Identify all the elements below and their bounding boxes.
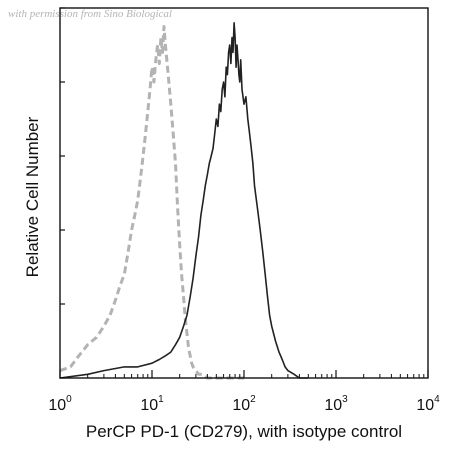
- watermark: with permission from Sino Biological: [8, 8, 172, 20]
- plot-area: [59, 21, 309, 380]
- axes: 100 101 102 103 104: [48, 7, 440, 414]
- x-tick-label: 103: [324, 394, 348, 414]
- x-axis-label: PerCP PD-1 (CD279), with isotype control: [86, 422, 402, 441]
- isotype-control-line: [59, 25, 244, 380]
- x-tick-label: 100: [48, 394, 72, 414]
- y-axis-label: Relative Cell Number: [23, 116, 42, 277]
- sample-line: [59, 21, 309, 379]
- x-tick-label: 104: [416, 394, 440, 414]
- x-tick-label: 101: [140, 394, 164, 414]
- x-tick-label: 102: [232, 394, 256, 414]
- plot-frame: [59, 7, 429, 379]
